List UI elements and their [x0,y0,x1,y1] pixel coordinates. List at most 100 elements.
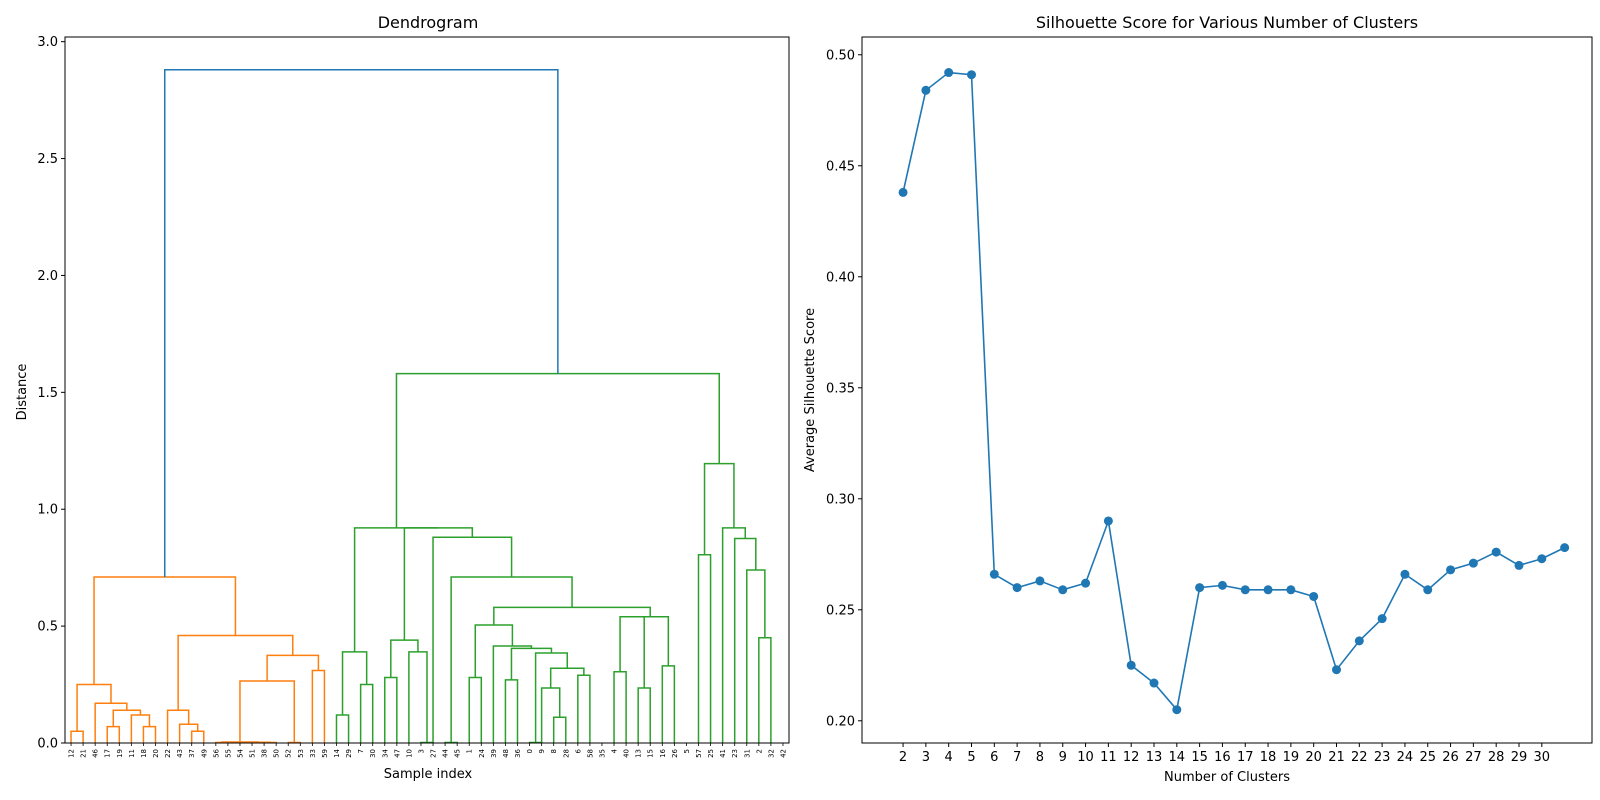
silhouette-x-tick-label: 3 [922,750,930,765]
dendrogram-leaf-label: 56 [212,748,220,757]
dendrogram-leaf-label: 28 [562,749,570,758]
silhouette-x-tick-label: 24 [1397,750,1414,765]
silhouette-y-tick-label: 0.30 [826,492,855,507]
silhouette-x-tick-label: 10 [1077,750,1094,765]
dendrogram-leaf-label: 40 [623,749,631,758]
dendrogram-leaf-label: 46 [92,748,100,757]
dendrogram-y-tick-label: 0.0 [37,737,58,752]
silhouette-x-tick-label: 9 [1059,750,1067,765]
dendrogram-leaf-label: 5 [683,749,691,753]
dendrogram-leaf-label: 29 [345,749,353,758]
silhouette-x-tick-label: 5 [967,750,975,765]
dendrogram-x-label: Sample index [384,767,473,782]
silhouette-x-tick-label: 29 [1511,750,1528,765]
silhouette-point [921,85,931,95]
dendrogram-leaf-label: 42 [779,749,787,758]
silhouette-point [1468,558,1478,568]
silhouette-point [1103,516,1113,526]
dendrogram-leaf-label: 52 [285,749,293,758]
silhouette-x-tick-label: 26 [1442,750,1459,765]
silhouette-point [1537,554,1547,564]
silhouette-x-tick-label: 19 [1283,750,1300,765]
dendrogram-leaf-label: 7 [357,749,365,753]
silhouette-y-tick-label: 0.35 [826,381,855,396]
dendrogram-y-ticks: 0.0 0.5 1.0 1.5 2.0 2.5 3.0 [37,35,65,752]
dendrogram-links [70,68,772,744]
dendrogram-leaf-label: 47 [393,749,401,758]
silhouette-x-tick-label: 12 [1123,750,1140,765]
silhouette-axes-frame [861,36,1593,744]
silhouette-point [1081,578,1091,588]
dendrogram-leaf-label: 22 [164,749,172,758]
dendrogram-leaf-label: 58 [586,749,594,758]
dendrogram-link [632,616,670,666]
silhouette-point [944,68,954,78]
dendrogram-leaf-label: 26 [671,748,679,757]
dendrogram-leaf-label: 51 [249,749,257,758]
dendrogram-leaf-label: 25 [707,749,715,758]
silhouette-point [1446,565,1456,575]
silhouette-x-tick-label: 11 [1100,750,1117,765]
dendrogram-leaf-labels: 12 21 46 17 19 11 18 20 22 43 37 49 56 55 54 51 38 50 52 53… [68,743,787,758]
dendrogram-y-tick-label: 1.0 [37,503,58,518]
dendrogram-leaf-label: 34 [381,748,389,757]
dendrogram-title: Dendrogram [378,13,479,32]
dendrogram-leaf-label: 15 [647,749,655,758]
dendrogram-leaf-label: 24 [478,748,486,757]
silhouette-x-tick-label: 16 [1214,750,1231,765]
silhouette-point [1149,678,1159,688]
dendrogram-y-tick-label: 2.0 [37,269,58,284]
silhouette-point [1400,569,1410,579]
dendrogram-link [353,527,439,652]
silhouette-point [1354,636,1364,646]
silhouette-point [1560,543,1570,553]
silhouette-x-tick-label: 20 [1305,750,1322,765]
silhouette-x-tick-label: 8 [1036,750,1044,765]
silhouette-point [1240,585,1250,595]
dendrogram-link [403,527,474,641]
dendrogram-leaf-label: 35 [598,749,606,758]
silhouette-x-tick-label: 14 [1169,750,1186,765]
silhouette-y-label: Average Silhouette Score [803,308,818,472]
silhouette-x-tick-label: 2 [899,750,907,765]
dendrogram-leaf-label: 45 [454,749,462,758]
silhouette-x-tick-label: 23 [1374,750,1391,765]
silhouette-point [967,70,976,80]
silhouette-point [898,187,908,197]
dendrogram-y-tick-label: 2.5 [37,152,58,167]
silhouette-point [1126,660,1136,670]
silhouette-point [1377,614,1387,624]
silhouette-x-tick-label: 13 [1146,750,1163,765]
dendrogram-y-label: Distance [15,364,30,421]
dendrogram-leaf-label: 38 [261,749,269,758]
dendrogram-leaf-label: 1 [466,749,474,753]
dendrogram-leaf-label: 11 [128,749,136,758]
dendrogram-leaf-label: 10 [405,749,413,758]
silhouette-point [1423,585,1433,595]
dendrogram-panel: Dendrogram 0.00.51.01.52.02.53.0 12 21 46 1… [15,13,790,782]
dendrogram-y-tick-label: 1.5 [37,386,58,401]
dendrogram-link [163,68,559,578]
dendrogram-leaf-label: 37 [188,749,196,758]
dendrogram-leaf-label: 4 [611,748,619,753]
dendrogram-leaf-label: 30 [369,749,377,758]
silhouette-point [1286,585,1296,595]
dendrogram-leaf-label: 50 [273,749,281,758]
dendrogram-leaf-label: 13 [635,749,643,758]
silhouette-y-ticks: 0.20 0.25 0.30 0.35 0.40 0.45 0.50 [826,48,862,729]
dendrogram-leaf-label: 31 [743,749,751,758]
dendrogram-leaf-label: 33 [309,749,317,758]
dendrogram-leaf-label: 27 [430,749,438,758]
silhouette-point [1263,585,1273,595]
dendrogram-leaf-label: 44 [442,748,450,757]
dendrogram-axes-frame [64,36,790,744]
dendrogram-leaf-label: 43 [176,749,184,758]
silhouette-title: Silhouette Score for Various Number of C… [1036,13,1418,32]
dendrogram-leaf-label: 41 [719,749,727,758]
silhouette-x-tick-label: 18 [1260,750,1277,765]
silhouette-point [1491,547,1501,557]
silhouette-point [1012,583,1022,593]
silhouette-x-tick-label: 22 [1351,750,1368,765]
silhouette-x-ticks: 2 3 4 5 6 7 8 9 10 11 12 13 14 15 16 17 18 19 20 21 22 23 24 25… [899,743,1550,765]
